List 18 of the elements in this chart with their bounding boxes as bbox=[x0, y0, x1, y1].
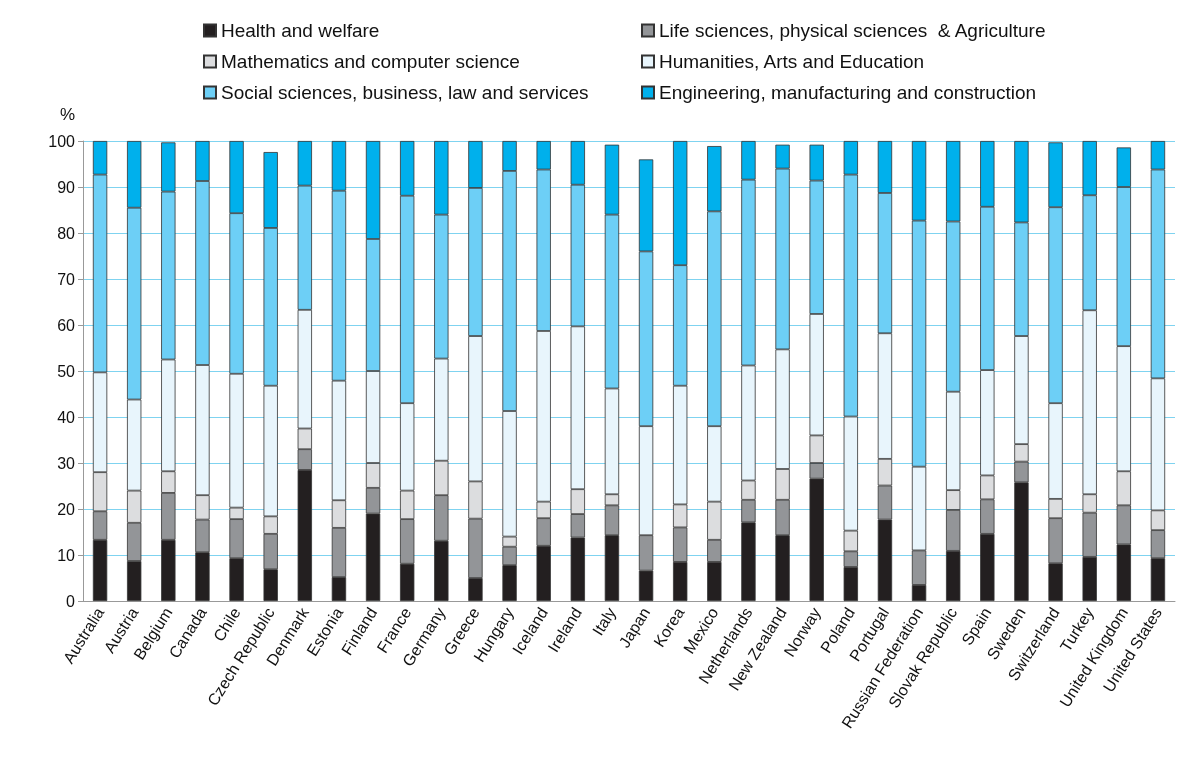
y-tick-label: 40 bbox=[57, 408, 76, 426]
y-tick-label: 90 bbox=[57, 178, 76, 196]
y-tick-label: 20 bbox=[57, 500, 76, 518]
y-tick-label: 70 bbox=[57, 270, 76, 288]
y-tick-label: 80 bbox=[57, 224, 76, 242]
legend-label: Mathematics and computer science bbox=[221, 51, 520, 72]
y-tick-label: 30 bbox=[57, 454, 76, 472]
legend-label: Life sciences, physical sciences & Agriculture bbox=[659, 20, 1046, 41]
y-tick-label: 100 bbox=[48, 132, 76, 150]
y-tick-label: 10 bbox=[57, 546, 76, 564]
y-tick-label: 60 bbox=[57, 316, 76, 334]
y-tick-label: 50 bbox=[57, 362, 76, 380]
legend-label: Engineering, manufacturing and construction bbox=[659, 82, 1037, 103]
legend-label: Humanities, Arts and Education bbox=[659, 51, 925, 72]
y-tick-label: 0 bbox=[66, 592, 76, 610]
y-axis-title: % bbox=[59, 105, 75, 124]
legend-label: Health and welfare bbox=[221, 20, 380, 41]
legend-label: Social sciences, business, law and services bbox=[221, 82, 589, 103]
